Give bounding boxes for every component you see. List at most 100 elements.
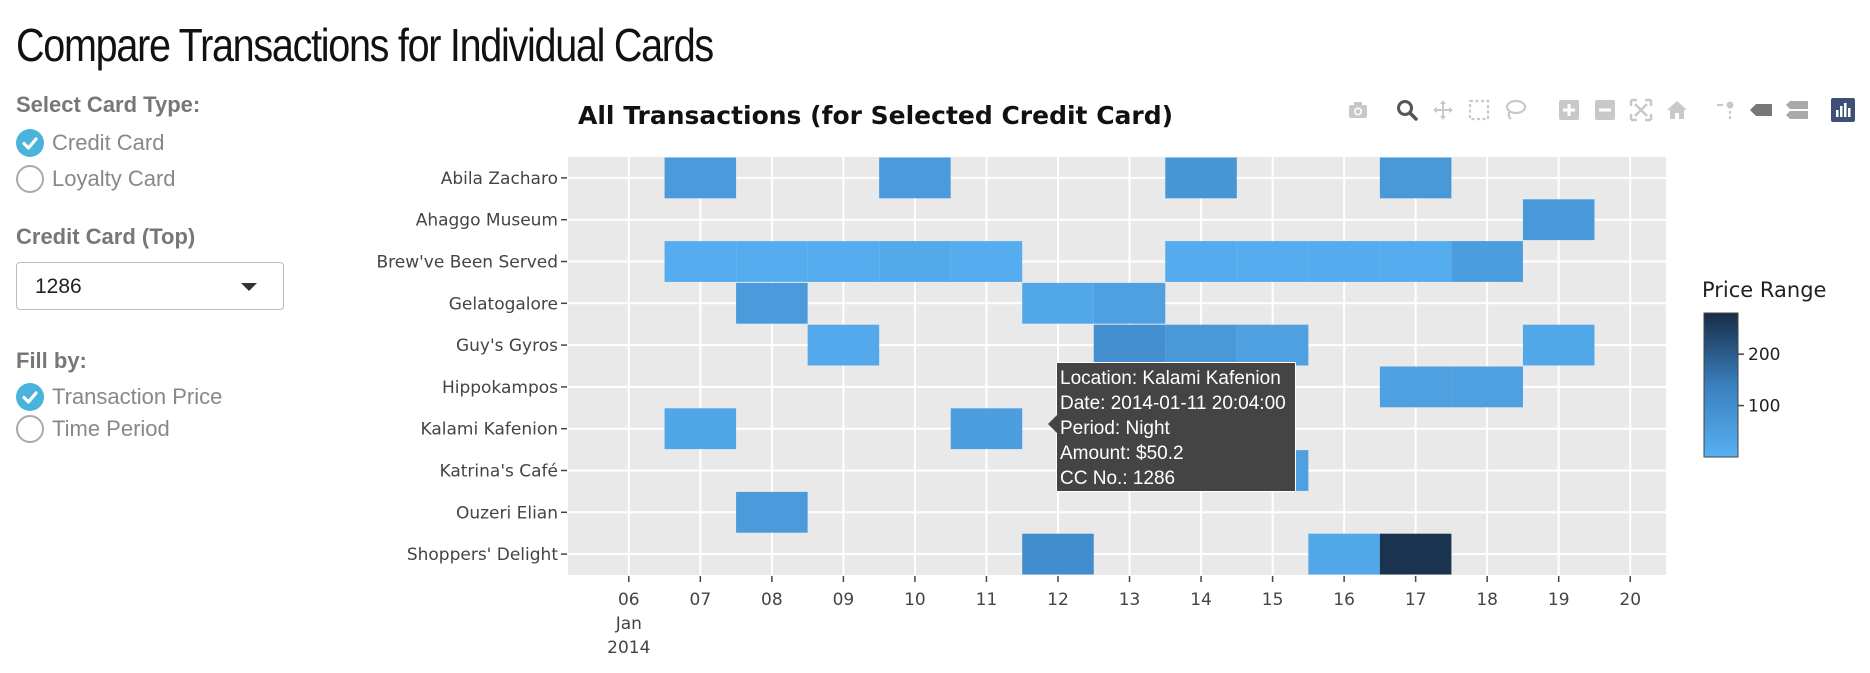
heatmap-cell[interactable] [1165,324,1237,366]
radio-loyalty-card[interactable]: Loyalty Card [16,164,176,194]
x-axis: 06 07 08 09 10 11 12 13 14 15 16 17 18 19 20 [618,576,1641,610]
colorbar-gradient [1703,312,1739,458]
select-value: 1286 [35,275,82,298]
x-tick-label: 15 [1262,590,1284,610]
chevron-down-icon [241,283,257,291]
x-axis-year-label: 2014 [607,638,650,658]
x-tick-label: 09 [833,590,855,610]
radio-credit-card[interactable]: Credit Card [16,128,164,158]
heatmap-cell[interactable] [1379,241,1452,282]
credit-card-label: Credit Card (Top) [16,224,196,249]
plotly-logo-icon[interactable] [1830,98,1856,122]
heatmap-cell[interactable] [1379,366,1452,408]
checked-radio-icon [16,383,44,411]
heatmap-cell[interactable] [879,157,951,199]
heatmap-cell[interactable] [1379,157,1452,199]
zoom-in-icon[interactable] [1556,98,1582,122]
heatmap-cell[interactable] [879,241,951,282]
heatmap-cell[interactable] [950,408,1023,450]
radio-transaction-price[interactable]: Transaction Price [16,382,222,412]
chart-title: All Transactions (for Selected Credit Ca… [578,101,1173,130]
heatmap-cell[interactable] [1022,533,1094,575]
heatmap-cell[interactable] [736,491,808,533]
radio-label: Loyalty Card [52,166,176,191]
radio-label: Transaction Price [52,384,223,409]
x-tick-label: 11 [976,590,998,610]
y-axis: Abila Zacharo Ahaggo Museum Brew've Been S… [376,169,567,565]
heatmap-cells [664,157,1595,575]
heatmap-cell[interactable] [664,157,737,199]
y-tick-label: Kalami Kafenion [421,420,558,440]
heatmap-cell[interactable] [1308,241,1380,282]
autoscale-icon[interactable] [1628,98,1654,122]
y-tick-label: Katrina's Café [439,462,558,482]
radio-label: Credit Card [52,130,165,155]
heatmap-cell[interactable] [1022,282,1094,324]
colorbar: Price Range 100 200 [1702,278,1826,458]
hover-compare-icon[interactable] [1784,98,1810,122]
y-tick-label: Guy's Gyros [456,336,558,356]
reset-axes-icon[interactable] [1664,98,1690,122]
fill-by-label: Fill by: [16,348,87,373]
heatmap-cell[interactable] [1451,241,1523,282]
unchecked-radio-icon [16,415,44,443]
tooltip-date: Date: 2014-01-11 20:04:00 [1060,393,1286,414]
camera-icon[interactable] [1345,98,1371,122]
y-tick-label: Abila Zacharo [441,169,558,189]
lasso-icon[interactable] [1502,98,1528,122]
x-tick-label: 10 [904,590,926,610]
x-axis-month-label: Jan [615,614,642,634]
heatmap-cell[interactable] [1093,324,1166,366]
x-tick-label: 17 [1405,590,1427,610]
x-tick-label: 14 [1190,590,1212,610]
hover-tooltip: Location: Kalami Kafenion Date: 2014-01-… [1048,362,1296,492]
unchecked-radio-icon [16,165,44,193]
heatmap-cell[interactable] [1379,533,1452,575]
box-select-icon[interactable] [1466,98,1492,122]
card-type-label: Select Card Type: [16,92,201,117]
hover-closest-icon[interactable] [1748,98,1774,122]
colorbar-tick-label: 200 [1748,345,1780,365]
x-tick-label: 08 [761,590,783,610]
heatmap-cell[interactable] [1093,282,1166,324]
radio-time-period[interactable]: Time Period [16,414,170,444]
heatmap-cell[interactable] [1165,241,1237,282]
heatmap-cell[interactable] [1236,324,1309,366]
heatmap-cell[interactable] [807,241,880,282]
credit-card-select[interactable]: 1286 [16,262,284,310]
zoom-out-icon[interactable] [1592,98,1618,122]
pan-icon[interactable] [1430,98,1456,122]
heatmap-cell[interactable] [736,282,808,324]
heatmap-cell[interactable] [1522,199,1595,241]
y-tick-label: Ouzeri Elian [456,503,558,523]
zoom-icon[interactable] [1394,98,1420,122]
y-tick-label: Ahaggo Museum [416,211,558,231]
y-tick-label: Gelatogalore [449,294,558,314]
colorbar-tick-label: 100 [1748,397,1780,417]
colorbar-title: Price Range [1702,278,1826,302]
heatmap-cell[interactable] [1451,366,1523,408]
x-tick-label: 16 [1333,590,1355,610]
heatmap-cell[interactable] [664,241,737,282]
spike-lines-icon[interactable] [1712,98,1738,122]
heatmap-cell[interactable] [664,408,737,450]
x-tick-label: 12 [1047,590,1069,610]
x-tick-label: 07 [690,590,712,610]
heatmap-cell[interactable] [950,241,1023,282]
y-tick-label: Brew've Been Served [376,253,558,273]
heatmap-cell[interactable] [1236,241,1309,282]
heatmap-cell[interactable] [807,324,880,366]
heatmap-cell[interactable] [1165,157,1237,199]
heatmap-cell[interactable] [1522,324,1595,366]
x-tick-label: 19 [1548,590,1570,610]
tooltip-amount: Amount: $50.2 [1060,443,1184,464]
y-tick-label: Hippokampos [442,378,558,398]
x-tick-label: 20 [1619,590,1641,610]
tooltip-location: Location: Kalami Kafenion [1060,368,1281,389]
page-title: Compare Transactions for Individual Card… [16,19,714,71]
heatmap-cell[interactable] [736,241,808,282]
tooltip-card-number: CC No.: 1286 [1060,468,1176,489]
tooltip-period: Period: Night [1060,418,1170,439]
heatmap-cell[interactable] [1308,533,1380,575]
